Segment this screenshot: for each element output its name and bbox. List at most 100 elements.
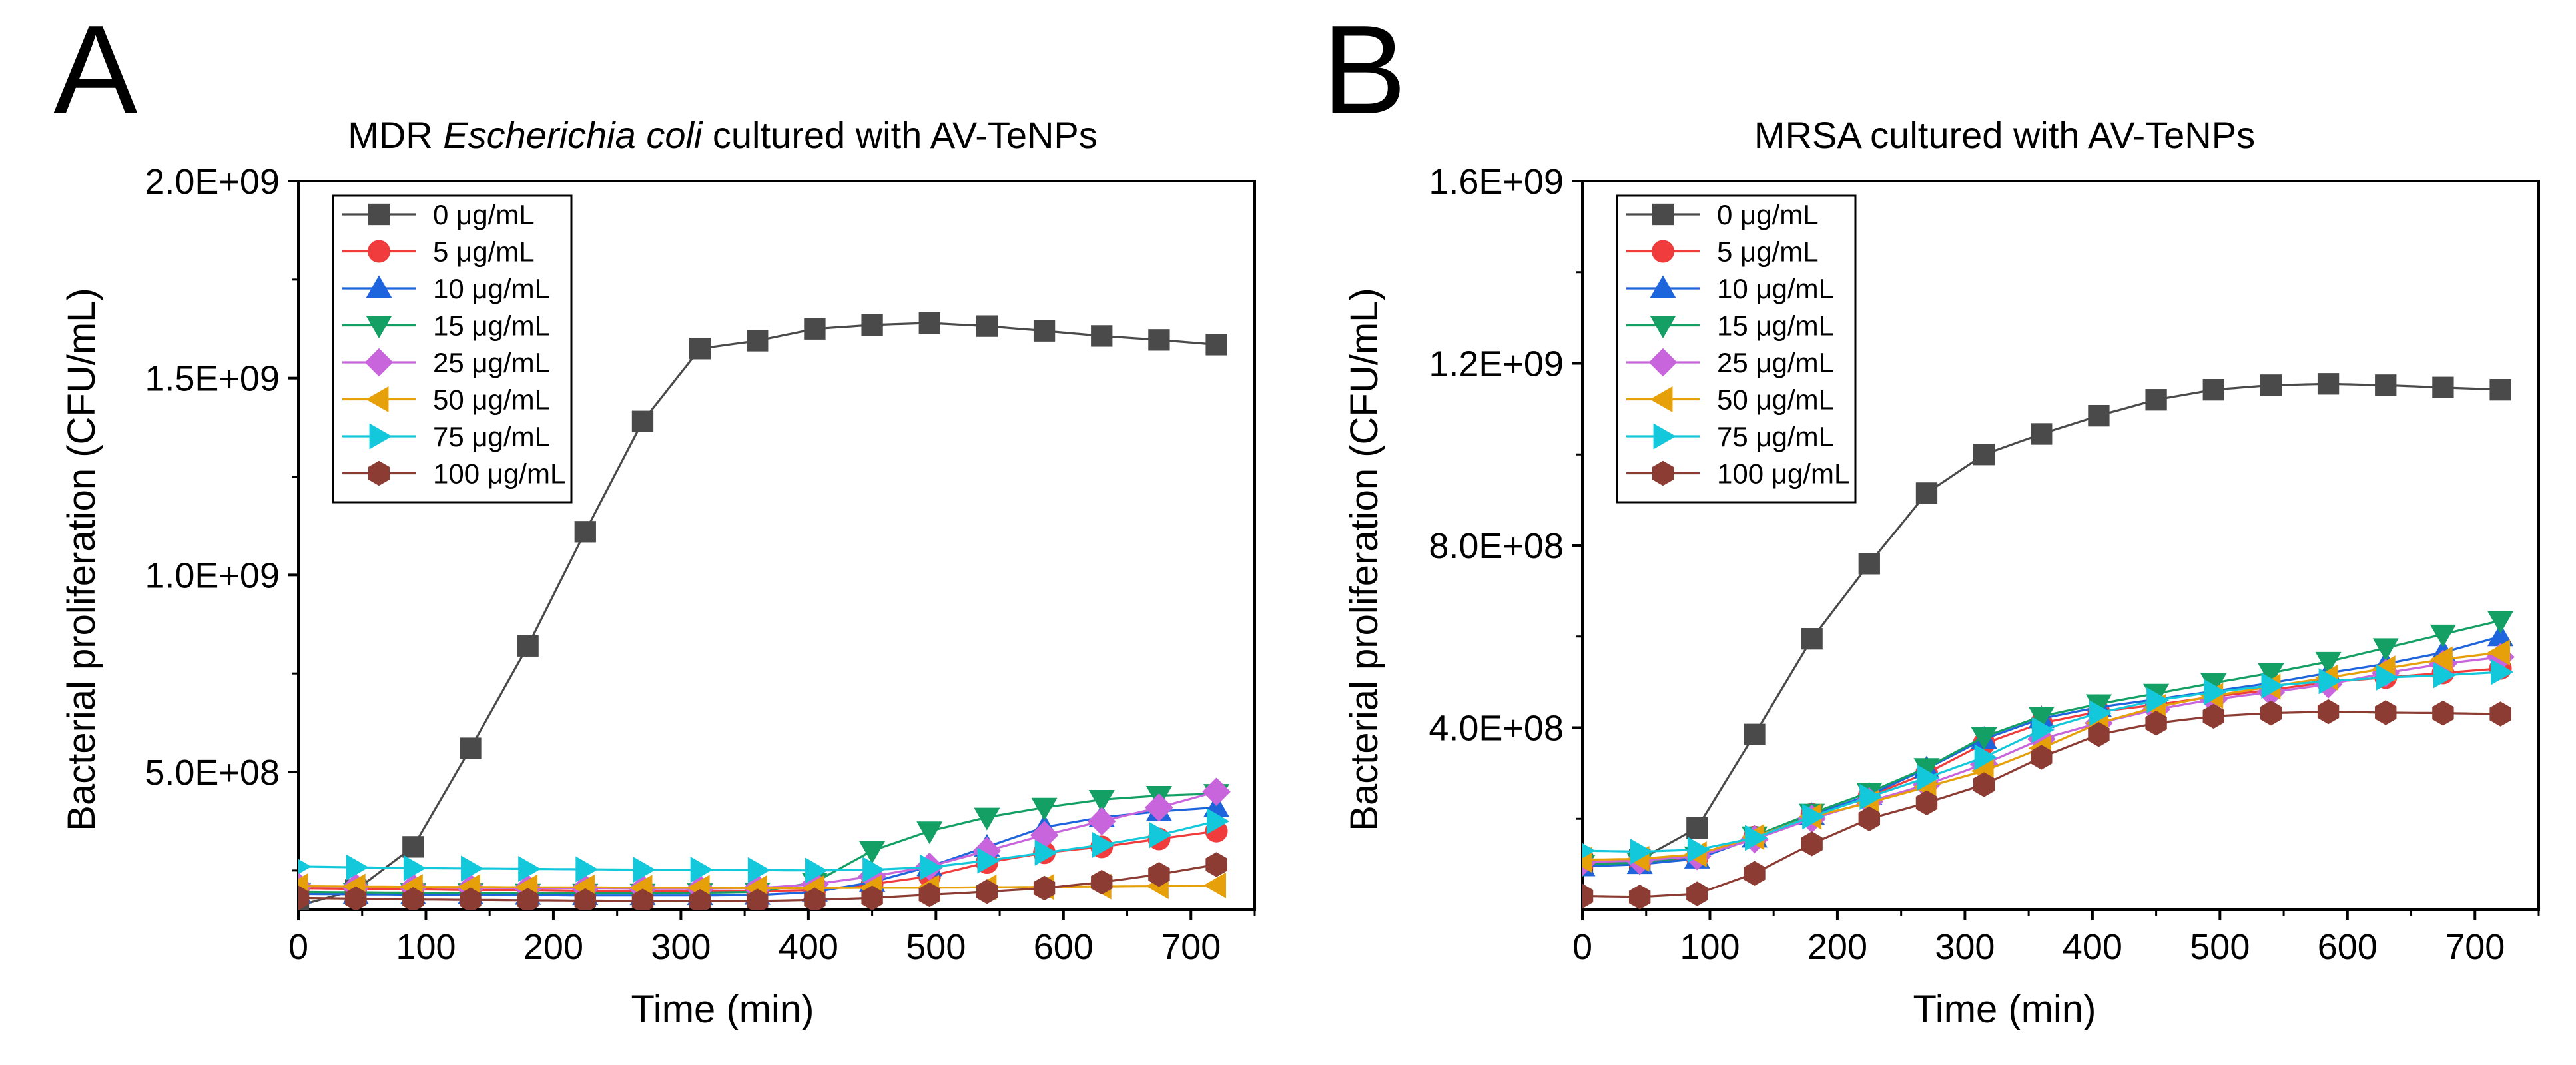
data-point <box>2089 700 2112 727</box>
y-axis-label-a: Bacterial proliferation (CFU/mL) <box>60 288 103 831</box>
data-point <box>1205 852 1227 877</box>
data-point <box>1205 334 1227 356</box>
data-point <box>859 841 886 864</box>
x-tick-label: 400 <box>2063 927 2122 967</box>
y-tick-label: 8.0E+08 <box>1429 526 1564 566</box>
data-point <box>2317 373 2340 395</box>
chart-title-a-italic: Escherichia coli <box>443 114 703 156</box>
data-point <box>1087 807 1116 836</box>
data-point <box>402 836 424 858</box>
y-tick-label: 1.6E+09 <box>1429 162 1564 202</box>
legend-entry-label: 75 μg/mL <box>1717 421 1834 452</box>
x-tick-label: 300 <box>1935 927 1995 967</box>
data-point <box>916 821 943 845</box>
data-point <box>2375 700 2397 725</box>
data-point <box>1582 883 1594 909</box>
data-point <box>2429 624 2456 647</box>
data-point <box>1091 325 1113 347</box>
data-point <box>1858 806 1880 831</box>
x-tick-label: 300 <box>651 927 711 967</box>
data-point <box>1202 777 1231 806</box>
legend-a: 0 μg/mL 5 μg/mL 10 μg/mL 15 μg/mL 25 μg/mL 50… <box>332 194 573 504</box>
y-tick-label: 1.0E+09 <box>145 555 280 595</box>
data-point <box>2491 659 2514 685</box>
data-point <box>2260 374 2282 396</box>
data-point <box>2088 404 2110 427</box>
data-point <box>298 885 310 910</box>
data-point <box>1971 727 1997 750</box>
data-point <box>2260 700 2282 726</box>
data-point <box>2489 379 2511 401</box>
data-point <box>460 737 482 759</box>
data-point <box>2318 668 2342 695</box>
data-point <box>1687 837 1710 863</box>
data-point <box>1917 765 1940 791</box>
data-point <box>1859 783 1883 810</box>
data-point <box>2258 663 2284 686</box>
data-point <box>1149 822 1172 849</box>
legend-entry-label: 0 μg/mL <box>1717 199 1819 230</box>
data-point <box>1582 843 1596 859</box>
data-point <box>1091 869 1113 895</box>
data-point <box>747 330 769 352</box>
data-point <box>2031 717 2055 743</box>
data-point <box>631 888 654 910</box>
data-point <box>747 888 769 910</box>
legend-marker <box>364 348 394 377</box>
x-axis-label-b: Time (min) <box>1913 988 2096 1031</box>
legend-b: 0 μg/mL 5 μg/mL 10 μg/mL 15 μg/mL 25 μg/mL 50… <box>1616 194 1857 504</box>
data-point <box>1033 875 1056 901</box>
legend-marker <box>366 386 389 413</box>
data-point <box>920 854 943 881</box>
data-point <box>2204 679 2227 705</box>
data-point <box>918 312 940 334</box>
legend-entry-label: 10 μg/mL <box>433 273 550 304</box>
legend-marker <box>366 275 392 298</box>
data-point <box>2202 379 2224 401</box>
data-point <box>976 315 998 337</box>
legend-marker <box>1652 240 1674 263</box>
series-b-6 <box>1582 659 2514 865</box>
data-point <box>2317 699 2340 725</box>
legend-marker <box>366 316 392 339</box>
chart-title-a-suffix: cultured with AV-TeNPs <box>702 114 1097 156</box>
data-point <box>2432 700 2454 726</box>
legend-marker <box>368 240 390 263</box>
data-point <box>690 857 713 883</box>
legend-entry-label: 25 μg/mL <box>433 347 550 378</box>
y-tick-label: 4.0E+08 <box>1429 709 1564 749</box>
data-point <box>344 886 367 910</box>
data-point <box>633 857 656 883</box>
data-point <box>1145 793 1173 822</box>
chart-title-a-prefix: MDR <box>348 114 443 156</box>
data-point <box>2031 745 2053 770</box>
legend-entry-label: 50 μg/mL <box>1717 384 1834 416</box>
legend-marker <box>1653 423 1676 450</box>
y-axis-label-b: Bacterial proliferation (CFU/mL) <box>1343 288 1386 831</box>
data-point <box>1630 838 1653 865</box>
data-point <box>1801 628 1823 650</box>
data-point <box>1913 758 1940 781</box>
data-point <box>747 857 771 883</box>
x-tick-label: 700 <box>1161 927 1221 967</box>
y-tick-label: 1.5E+09 <box>145 359 280 399</box>
legend-entry-label: 100 μg/mL <box>433 458 565 490</box>
data-point <box>2487 623 2514 647</box>
data-point <box>2372 638 2399 661</box>
series-a-6 <box>298 808 1230 884</box>
data-point <box>1744 723 1766 745</box>
panel-b: B MRSA cultured with AV-TeNPs 0 100 200 300… <box>1322 0 2540 1031</box>
data-point <box>804 318 826 340</box>
legend-marker <box>368 203 390 226</box>
data-point <box>1915 482 1938 504</box>
legend-entry-label: 10 μg/mL <box>1717 273 1834 304</box>
data-point <box>2315 651 2342 675</box>
data-point <box>861 314 883 336</box>
legend-entry-label: 75 μg/mL <box>433 421 550 452</box>
data-point <box>631 410 654 432</box>
data-point <box>2031 423 2053 445</box>
legend-marker <box>1652 203 1674 226</box>
data-point <box>517 888 539 910</box>
legend-entry-label: 5 μg/mL <box>1717 236 1819 268</box>
